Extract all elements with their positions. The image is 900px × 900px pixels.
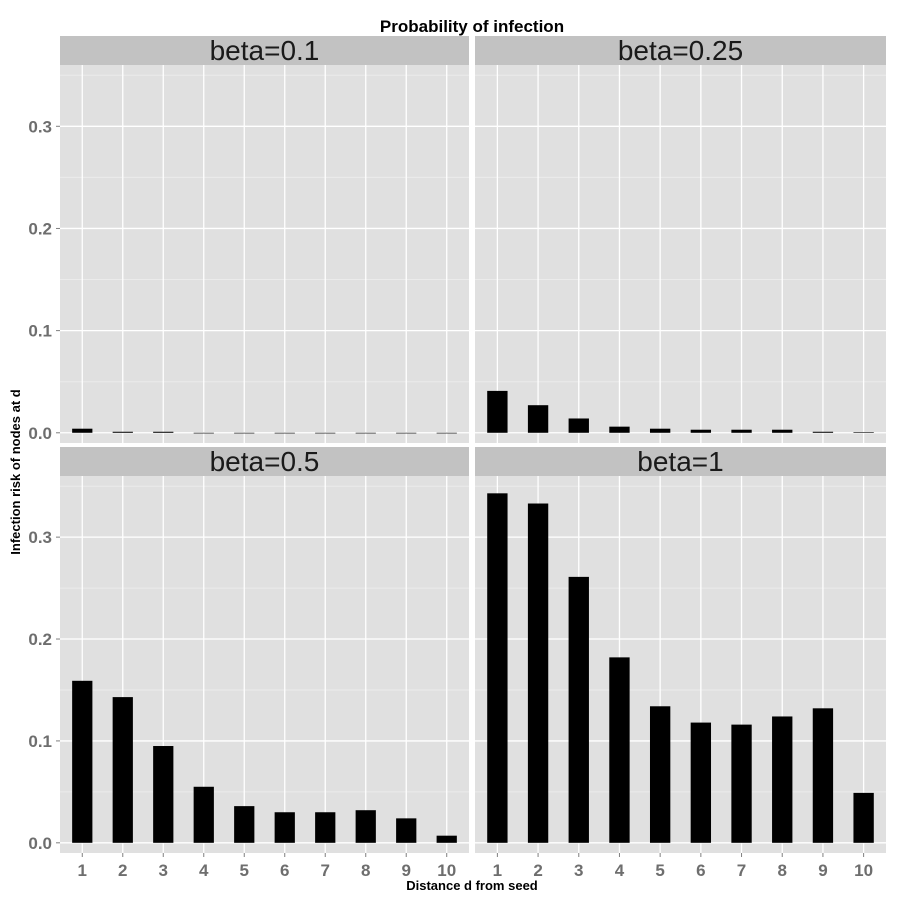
x-tick-label: 9 <box>818 861 827 880</box>
bar-7 <box>315 812 336 843</box>
bar-6 <box>690 722 712 843</box>
bar-10 <box>436 432 457 434</box>
bar-6 <box>274 432 295 434</box>
facet-label: beta=0.5 <box>210 446 320 477</box>
bar-8 <box>772 429 793 433</box>
x-tick-label: 7 <box>737 861 746 880</box>
x-axis-title: Distance d from seed <box>406 878 538 893</box>
facet-panel-3: beta=0.5 0.0 0.1 0.2 0.3 1 2 3 4 5 6 7 8 9 10 <box>28 446 469 880</box>
x-tick-label: 7 <box>321 861 330 880</box>
bar-7 <box>315 432 336 434</box>
bar-9 <box>396 432 417 434</box>
facet-label: beta=0.1 <box>210 35 320 66</box>
bar-10 <box>853 432 874 433</box>
panel-background <box>60 65 469 443</box>
x-tick-label: 4 <box>199 861 209 880</box>
x-tick-label: 9 <box>401 861 410 880</box>
bar-1 <box>487 390 508 433</box>
bar-6 <box>274 812 295 843</box>
bar-10 <box>853 792 874 843</box>
y-tick-label: 0.3 <box>28 117 52 136</box>
bar-7 <box>731 429 752 433</box>
bar-5 <box>234 432 255 434</box>
x-tick-label: 1 <box>493 861 502 880</box>
facet-panel-1: beta=0.1 0.0 0.1 0.2 0.3 <box>28 35 469 443</box>
y-tick-label: 0.2 <box>28 219 52 238</box>
bar-2 <box>112 697 133 843</box>
y-tick-label: 0.1 <box>28 732 52 751</box>
x-tick-label: 10 <box>854 861 873 880</box>
bar-3 <box>153 431 174 433</box>
bar-9 <box>812 708 834 843</box>
facet-strip <box>60 447 469 476</box>
bar-2 <box>112 431 133 433</box>
bar-8 <box>355 432 376 434</box>
x-tick-label: 8 <box>361 861 370 880</box>
facet-strip <box>475 36 886 65</box>
facet-panel-4: beta=1 1 2 3 4 5 6 7 8 9 10 <box>475 446 886 880</box>
bar-6 <box>690 429 712 433</box>
bar-9 <box>812 431 834 433</box>
bar-2 <box>527 405 549 433</box>
bar-8 <box>772 716 793 843</box>
bar-1 <box>72 680 93 843</box>
bar-3 <box>153 746 174 843</box>
chart-title: Probability of infection <box>380 17 564 36</box>
x-tick-label: 4 <box>615 861 625 880</box>
bar-7 <box>731 724 752 843</box>
facet-strip <box>60 36 469 65</box>
bar-4 <box>193 786 214 843</box>
bar-2 <box>527 503 549 843</box>
bar-1 <box>487 493 508 843</box>
x-tick-label: 5 <box>655 861 664 880</box>
bar-3 <box>568 418 589 433</box>
x-tick-label: 3 <box>159 861 168 880</box>
bar-3 <box>568 576 589 843</box>
bar-9 <box>396 818 417 843</box>
panels-group: beta=0.1 0.0 0.1 0.2 0.3 beta=0.25 beta=0.5 0.0… <box>28 35 886 880</box>
x-tick-label: 1 <box>78 861 87 880</box>
y-tick-label: 0.3 <box>28 528 52 547</box>
bar-4 <box>609 426 630 433</box>
facet-label: beta=0.25 <box>618 35 743 66</box>
facet-label: beta=1 <box>637 446 723 477</box>
x-tick-label: 8 <box>777 861 786 880</box>
x-tick-label: 6 <box>696 861 705 880</box>
facet-strip <box>475 447 886 476</box>
bar-4 <box>609 657 630 843</box>
y-tick-label: 0.0 <box>28 834 52 853</box>
x-tick-label: 3 <box>574 861 583 880</box>
facet-panel-2: beta=0.25 <box>475 35 886 443</box>
y-tick-label: 0.1 <box>28 322 52 341</box>
bar-4 <box>193 432 214 434</box>
y-tick-label: 0.2 <box>28 630 52 649</box>
panel-background <box>475 65 886 443</box>
y-tick-label: 0.0 <box>28 424 52 443</box>
bar-8 <box>355 810 376 843</box>
bar-10 <box>436 835 457 843</box>
x-tick-label: 2 <box>118 861 127 880</box>
x-tick-label: 10 <box>437 861 456 880</box>
x-tick-label: 6 <box>280 861 289 880</box>
bar-5 <box>649 706 671 843</box>
bar-1 <box>72 428 93 433</box>
x-tick-label: 2 <box>533 861 542 880</box>
bar-5 <box>649 428 671 433</box>
x-tick-label: 5 <box>240 861 249 880</box>
y-axis-title: Infection risk of nodes at d <box>8 389 23 554</box>
bar-5 <box>234 806 255 843</box>
